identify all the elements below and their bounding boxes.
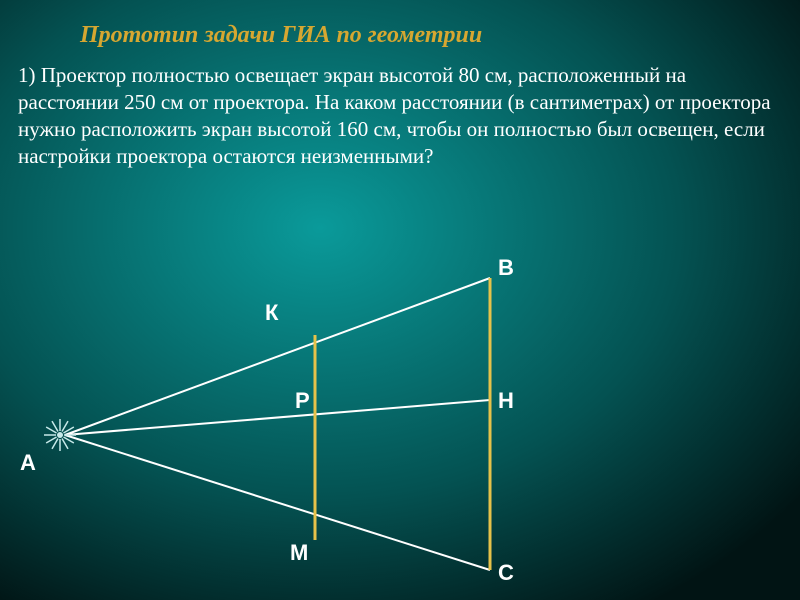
- point-label-C: С: [498, 560, 514, 586]
- segment-A-C: [65, 435, 490, 570]
- point-label-B: В: [498, 255, 514, 281]
- problem-text: 1) Проектор полностью освещает экран выс…: [18, 62, 778, 170]
- segment-A-H: [65, 400, 490, 435]
- point-label-M: М: [290, 540, 308, 566]
- projector-icon: [44, 419, 76, 451]
- point-label-H: Н: [498, 388, 514, 414]
- geometry-diagram: А К М Р Н В С: [0, 250, 800, 600]
- point-label-A: А: [20, 450, 36, 476]
- point-label-P: Р: [295, 388, 310, 414]
- slide-title: Прототип задачи ГИА по геометрии: [80, 22, 482, 49]
- point-label-K: К: [265, 300, 278, 326]
